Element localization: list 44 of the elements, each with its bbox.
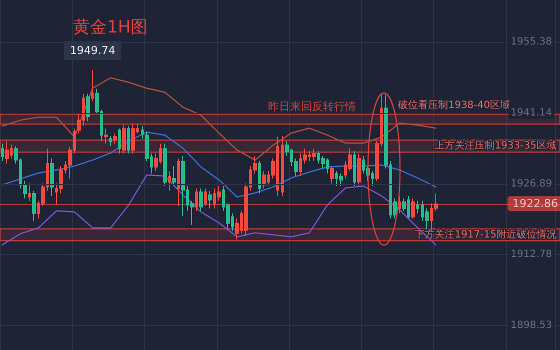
candlestick	[330, 166, 334, 184]
candlestick	[416, 200, 419, 214]
candlestick	[118, 128, 121, 154]
candlestick	[163, 143, 167, 186]
band-label: 上方关注压制1933-35区域	[434, 140, 556, 152]
candlestick	[109, 136, 112, 147]
candlestick	[353, 150, 356, 186]
candlestick	[312, 148, 316, 162]
y-tick-label: 1898.53	[510, 320, 552, 331]
candlestick	[339, 173, 343, 186]
annotation: 1949.74	[70, 44, 116, 58]
candlestick	[1, 143, 4, 162]
candlestick	[104, 128, 108, 144]
candlestick	[32, 190, 36, 222]
candlestick	[50, 158, 54, 196]
candlestick	[181, 156, 185, 216]
band-label: 破位看压制1938-40区域	[397, 99, 510, 112]
y-tick-label: 1955.38	[510, 36, 552, 48]
candlestick	[122, 124, 126, 154]
candlestick	[168, 170, 171, 192]
band-label: 下方关注1917-15附近破位情况	[414, 228, 556, 240]
candlestick	[281, 136, 284, 196]
candlestick	[262, 170, 266, 189]
y-tick-label: 1941.14	[510, 107, 552, 118]
ref-line-label: 1922.86	[512, 197, 558, 210]
annotation: 昨日来回反转行情	[268, 100, 356, 113]
candlestick	[258, 160, 261, 194]
candlestick	[141, 126, 144, 140]
candlestick	[131, 123, 135, 154]
y-tick-label: 1912.78	[510, 248, 552, 260]
candlestick	[86, 93, 90, 122]
candlestick	[5, 140, 9, 164]
candlestick	[199, 188, 203, 212]
line-series	[2, 174, 436, 246]
candlestick	[127, 126, 130, 154]
candlestick	[91, 70, 94, 102]
candlestick	[208, 190, 212, 209]
candlestick	[172, 166, 176, 186]
candlestick	[28, 182, 31, 202]
candlestick	[357, 153, 361, 186]
y-tick-label: 1926.89	[510, 178, 552, 190]
candlestick	[113, 133, 117, 144]
line-series	[2, 132, 436, 198]
text: 黄金1H图	[73, 18, 148, 38]
